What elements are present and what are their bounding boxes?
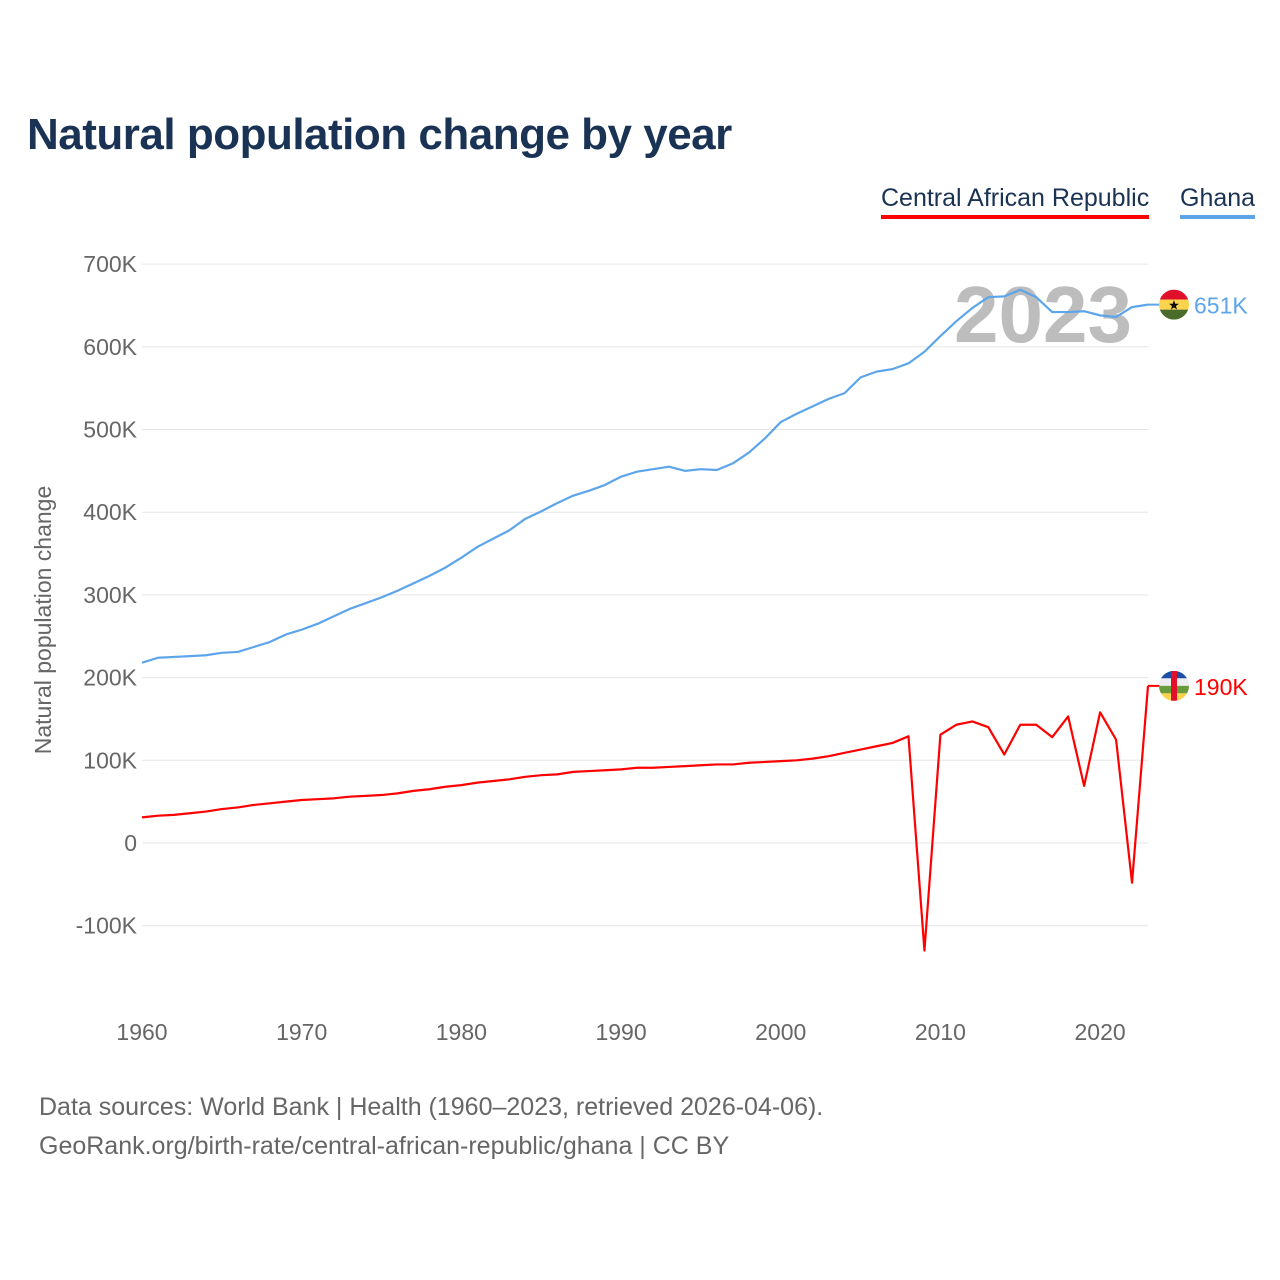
source-footer: Data sources: World Bank | Health (1960–… bbox=[39, 1088, 823, 1166]
y-tick-label: 500K bbox=[83, 417, 137, 443]
series-line-central-african-republic bbox=[141, 685, 1150, 952]
source-line-2[interactable]: GeoRank.org/birth-rate/central-african-r… bbox=[39, 1132, 730, 1160]
x-tick-label: 2010 bbox=[915, 1019, 966, 1045]
y-axis-label: Natural population change bbox=[30, 486, 56, 755]
x-tick-label: 1970 bbox=[276, 1019, 327, 1045]
chart-title: Natural population change by year bbox=[27, 110, 732, 159]
end-value-label-central-african-republic: 190K bbox=[1194, 674, 1248, 700]
y-tick-label: -100K bbox=[76, 913, 138, 939]
year-watermark: 2023 bbox=[954, 270, 1132, 359]
x-tick-label: 1980 bbox=[436, 1019, 487, 1045]
y-tick-label: 200K bbox=[83, 665, 137, 691]
end-value-label-ghana: 651K bbox=[1194, 293, 1248, 319]
svg-text:★: ★ bbox=[1168, 298, 1180, 313]
x-tick-label: 1990 bbox=[595, 1019, 646, 1045]
y-tick-label: 100K bbox=[83, 747, 137, 773]
central-african-republic-flag-icon bbox=[1159, 670, 1189, 701]
x-tick-label: 2020 bbox=[1075, 1019, 1126, 1045]
legend-item-central-african-republic[interactable]: Central African Republic bbox=[881, 184, 1150, 219]
y-tick-label: 300K bbox=[83, 582, 137, 608]
ghana-flag-icon: ★ bbox=[1159, 289, 1189, 320]
y-tick-label: 400K bbox=[83, 499, 137, 525]
x-tick-label: 2000 bbox=[755, 1019, 806, 1045]
x-tick-label: 1960 bbox=[116, 1019, 167, 1045]
legend-item-ghana[interactable]: Ghana bbox=[1180, 184, 1256, 219]
source-line-1: Data sources: World Bank | Health (1960–… bbox=[39, 1093, 824, 1121]
series-line-ghana bbox=[141, 288, 1149, 664]
y-tick-label: 700K bbox=[83, 251, 137, 277]
y-tick-label: 600K bbox=[83, 334, 137, 360]
y-tick-label: 0 bbox=[124, 830, 137, 856]
